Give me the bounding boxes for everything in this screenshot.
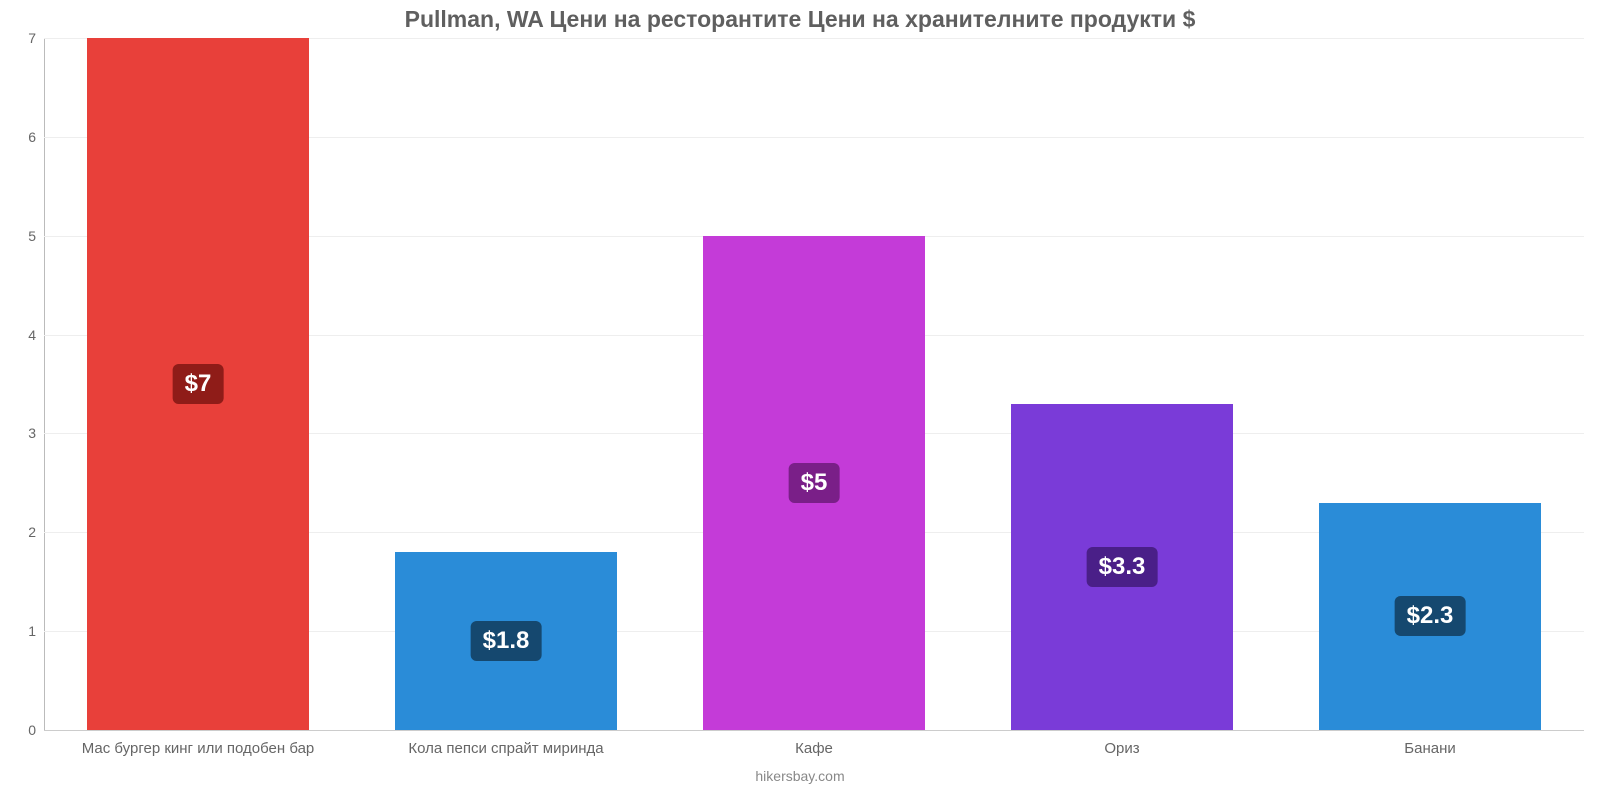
ytick-label: 1 (28, 623, 44, 639)
ytick-label: 3 (28, 425, 44, 441)
xtick-label: Кола пепси спрайт миринда (408, 730, 603, 757)
bar-slot: $7Мас бургер кинг или подобен бар (44, 38, 352, 730)
xtick-label: Мас бургер кинг или подобен бар (82, 730, 315, 757)
ytick-label: 4 (28, 327, 44, 343)
value-badge: $5 (789, 463, 840, 503)
value-badge: $3.3 (1087, 547, 1158, 587)
value-badge: $2.3 (1395, 596, 1466, 636)
bar-slot: $3.3Ориз (968, 38, 1276, 730)
ytick-label: 6 (28, 129, 44, 145)
xtick-label: Ориз (1104, 730, 1139, 757)
bar-slot: $1.8Кола пепси спрайт миринда (352, 38, 660, 730)
xtick-label: Кафе (795, 730, 833, 757)
ytick-label: 2 (28, 524, 44, 540)
chart-footer: hikersbay.com (0, 768, 1600, 784)
bar-slot: $2.3Банани (1276, 38, 1584, 730)
bars-layer: $7Мас бургер кинг или подобен бар$1.8Кол… (44, 38, 1584, 730)
ytick-label: 5 (28, 228, 44, 244)
xtick-label: Банани (1404, 730, 1455, 757)
price-bar-chart: Pullman, WA Цени на ресторантите Цени на… (0, 0, 1600, 800)
ytick-label: 7 (28, 30, 44, 46)
value-badge: $1.8 (471, 621, 542, 661)
ytick-label: 0 (28, 722, 44, 738)
bar-slot: $5Кафе (660, 38, 968, 730)
chart-title: Pullman, WA Цени на ресторантите Цени на… (0, 0, 1600, 33)
value-badge: $7 (173, 364, 224, 404)
plot-area: 01234567 $7Мас бургер кинг или подобен б… (44, 38, 1584, 730)
